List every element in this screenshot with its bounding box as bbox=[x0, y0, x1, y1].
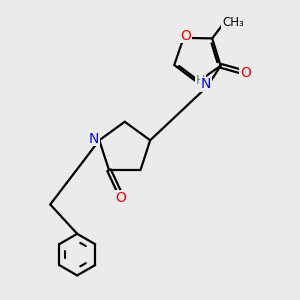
Text: O: O bbox=[181, 28, 191, 43]
Text: O: O bbox=[116, 191, 126, 205]
Text: CH₃: CH₃ bbox=[222, 16, 244, 29]
Text: H: H bbox=[196, 74, 206, 87]
Text: O: O bbox=[240, 66, 251, 80]
Text: N: N bbox=[89, 132, 99, 146]
Text: N: N bbox=[201, 77, 211, 91]
